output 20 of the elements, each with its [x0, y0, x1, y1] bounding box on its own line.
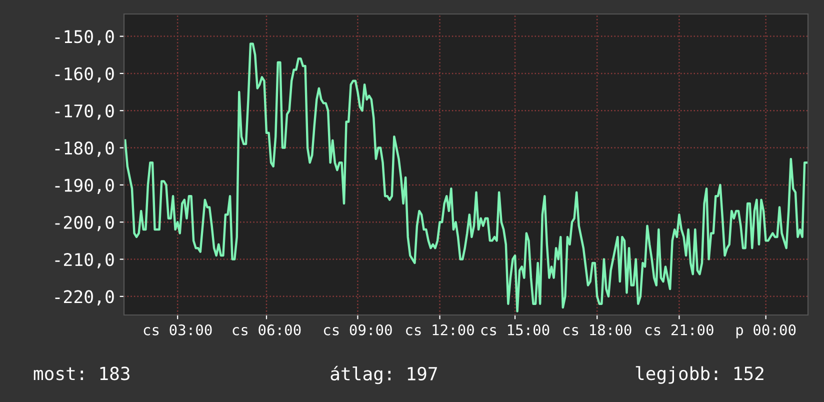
y-tick-label: -200,0: [55, 216, 114, 232]
x-tick-label: cs 21:00: [645, 324, 714, 336]
x-tick-label: p 00:00: [736, 324, 796, 338]
y-tick-label: -210,0: [55, 253, 114, 268]
y-tick-label: -160,0: [55, 67, 114, 83]
x-tick-label: cs 15:00: [481, 324, 550, 336]
x-tick-label: cs 09:00: [324, 324, 392, 336]
x-tick-label: cs 18:00: [563, 324, 632, 336]
y-tick-label: -170,0: [55, 104, 114, 120]
text: legjobb: 152: [636, 366, 764, 384]
y-tick-label: -180,0: [55, 142, 114, 157]
y-tick-label: -190,0: [55, 178, 114, 194]
y-tick-label: -220,0: [55, 290, 114, 306]
y-tick-label: -150,0: [55, 30, 114, 46]
line-series: [124, 42, 808, 312]
x-tick-label: cs 03:00: [144, 324, 212, 336]
text: átlag: 197: [330, 366, 437, 384]
text: most: 183: [34, 366, 130, 380]
x-tick-label: cs 06:00: [232, 324, 301, 336]
x-tick-label: cs 12:00: [406, 324, 474, 336]
